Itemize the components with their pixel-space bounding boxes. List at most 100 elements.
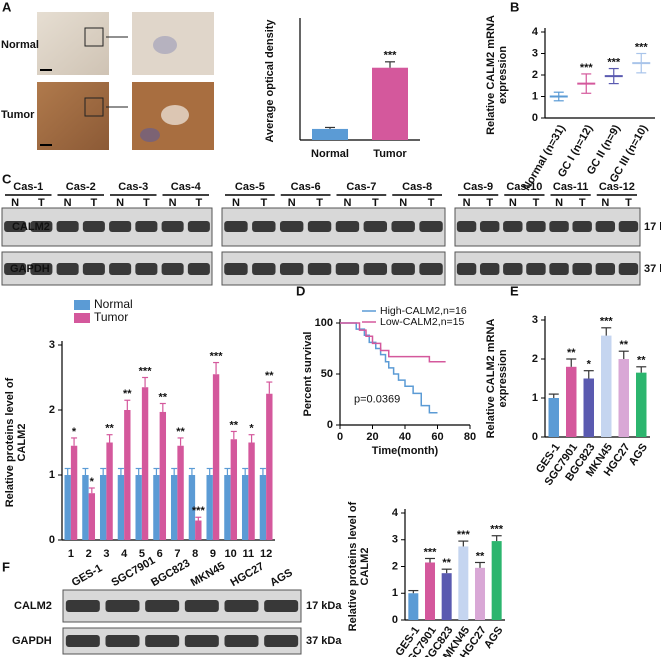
panel-letter: B	[510, 0, 519, 14]
band	[30, 263, 53, 275]
bar	[636, 372, 647, 437]
lane-label: SGC7901	[109, 555, 157, 590]
x-tick-label: 80	[464, 431, 476, 443]
case-label: Cas-9	[463, 181, 493, 193]
y-axis-label: expression	[497, 349, 509, 407]
band	[549, 221, 569, 232]
significance: *	[90, 476, 95, 488]
panel-letter: F	[2, 559, 10, 574]
significance: ***	[384, 50, 398, 62]
band	[391, 221, 415, 232]
band	[526, 221, 546, 232]
nucleus	[140, 128, 160, 142]
bar	[312, 128, 348, 140]
lane-label: T	[533, 197, 540, 209]
y-axis-label: CALM2	[359, 548, 371, 586]
y-tick-label: 1	[532, 90, 538, 102]
y-tick-label: 3	[49, 339, 55, 351]
significance: ***	[210, 350, 224, 362]
lane-label: N	[64, 197, 72, 209]
legend-label: Tumor	[94, 310, 128, 324]
y-tick-label: 4	[392, 507, 399, 519]
band	[307, 263, 332, 275]
lane-label: T	[625, 197, 632, 209]
bar	[566, 366, 577, 437]
lane-label: N	[116, 197, 124, 209]
lane-label: GES-1	[70, 562, 105, 589]
band	[224, 263, 248, 275]
band	[82, 263, 105, 275]
significance: **	[476, 550, 485, 562]
lane-label: HGC27	[228, 560, 266, 589]
legend-label: Normal	[94, 297, 133, 311]
lane-label: N	[232, 197, 240, 209]
y-axis-label: Percent survival	[302, 332, 314, 417]
band	[456, 221, 477, 232]
band	[363, 221, 388, 232]
band	[65, 600, 100, 612]
case-label: Cas-5	[235, 181, 265, 193]
bar	[583, 378, 594, 437]
row-label: GAPDH	[10, 263, 50, 275]
bar	[177, 445, 184, 540]
bar	[458, 546, 469, 620]
lane-label: T	[316, 197, 323, 209]
x-tick-label: AGS	[482, 625, 506, 651]
lane-label: N	[463, 197, 471, 209]
band	[184, 635, 219, 647]
band	[479, 221, 500, 232]
inset-box	[84, 97, 104, 117]
y-axis-label: Relative CALM2 mRNA	[485, 15, 497, 135]
band	[4, 221, 27, 232]
bar	[70, 445, 78, 540]
lane-label: T	[372, 197, 379, 209]
significance: ***	[424, 546, 438, 558]
lane-label: MKN45	[189, 560, 227, 589]
blot	[62, 627, 302, 655]
band	[456, 263, 477, 275]
y-tick-label: 0	[532, 112, 538, 124]
panel-letter: E	[510, 283, 519, 298]
significance: **	[637, 355, 646, 367]
lane-label: N	[509, 197, 517, 209]
x-tick-label: AGS	[627, 442, 651, 468]
bar	[601, 335, 612, 437]
band	[135, 263, 158, 275]
band	[4, 263, 27, 275]
bar	[425, 562, 435, 620]
size-label: 37 kDa	[644, 263, 661, 275]
significance: *	[587, 359, 592, 371]
band	[184, 600, 219, 612]
x-axis-label: Time(month)	[372, 445, 439, 457]
y-tick-label: 0	[392, 614, 398, 626]
lane-label: T	[486, 197, 493, 209]
bar	[548, 398, 559, 437]
band	[618, 221, 639, 232]
blot	[62, 589, 302, 623]
legend-swatch	[74, 300, 90, 310]
significance: ***	[192, 505, 206, 517]
significance: **	[230, 419, 239, 431]
y-axis-label: CALM2	[16, 424, 28, 462]
band	[109, 263, 132, 275]
significance: ***	[580, 62, 594, 74]
significance: ***	[600, 316, 614, 328]
lane-label: N	[343, 197, 351, 209]
y-axis-label: Average optical density	[264, 19, 276, 143]
bar	[266, 393, 273, 540]
band	[30, 221, 53, 232]
bar	[491, 541, 502, 620]
significance: ***	[457, 529, 471, 541]
row-label: Normal	[1, 39, 39, 51]
y-tick-label: 0	[49, 534, 55, 546]
band	[145, 600, 180, 612]
bar	[188, 475, 196, 540]
band	[224, 635, 259, 647]
bar	[153, 475, 160, 540]
x-tick-label: 40	[399, 431, 411, 443]
case-label: Cas-11	[553, 181, 588, 193]
band	[65, 635, 100, 647]
band	[549, 263, 569, 275]
x-tick-label: 4	[121, 548, 128, 560]
lane-label: N	[555, 197, 563, 209]
